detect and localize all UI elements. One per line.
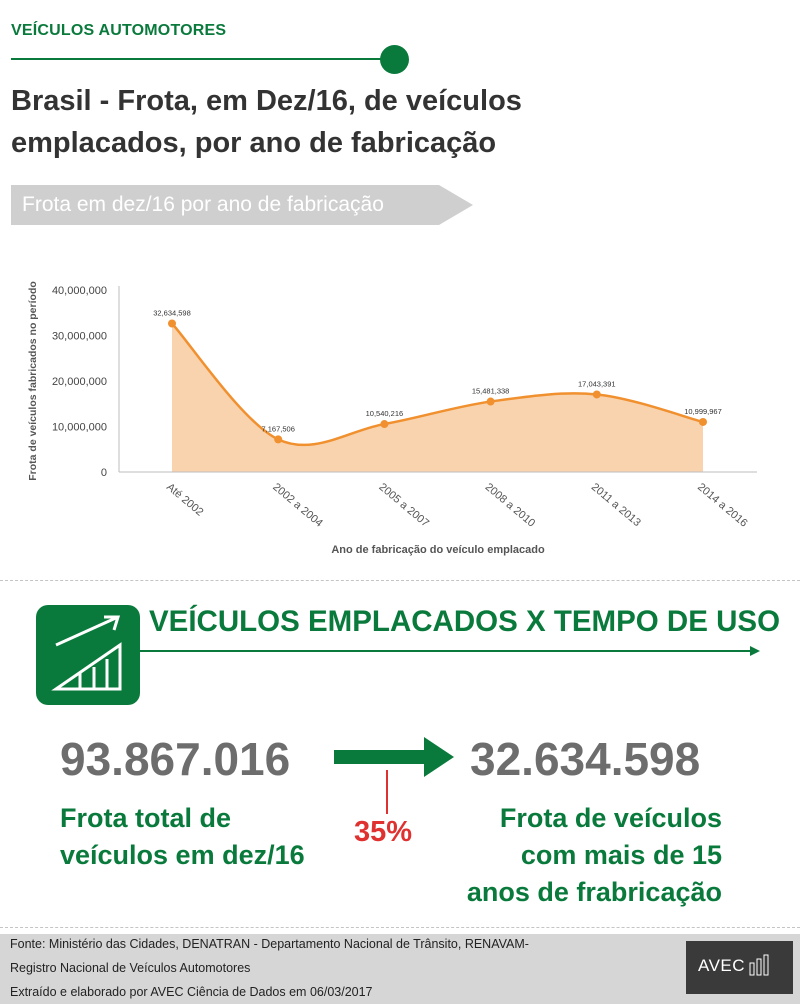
banner-label: Frota em dez/16 por ano de fabricação (22, 193, 384, 216)
x-tick-label: 2002 a 2004 (270, 481, 325, 530)
data-point (274, 435, 283, 444)
section-arrow (140, 646, 760, 656)
x-tick-label: 2011 a 2013 (589, 481, 643, 529)
y-tick-label: 40,000,000 (52, 285, 107, 297)
series-area (172, 323, 703, 472)
percent-connector (386, 770, 388, 814)
growth-chart-icon (36, 605, 140, 705)
section-title: VEÍCULOS EMPLACADOS X TEMPO DE USO (149, 605, 781, 638)
y-tick-label: 20,000,000 (52, 376, 107, 388)
y-axis-title: Frota de veículos fabricados no período (27, 281, 39, 481)
caption-line: anos de frabricação (466, 877, 722, 907)
bar-chart-logo-icon (749, 954, 769, 976)
section-kicker: VEÍCULOS AUTOMOTORES (11, 22, 227, 39)
banner-shape (11, 185, 473, 225)
y-tick-label: 10,000,000 (52, 422, 107, 434)
total-fleet-caption: Frota total de veículos em dez/16 (60, 800, 360, 874)
x-tick-label: 2014 a 2016 (695, 481, 750, 530)
caption-line: veículos em dez/16 (60, 840, 305, 870)
fleet-area-chart: 0 10,000,000 20,000,000 30,000,000 40,000,00… (27, 281, 757, 556)
credit-line: Extraído e elaborado por AVEC Ciência de… (10, 985, 373, 999)
data-point (592, 390, 601, 399)
data-label: 17,043,391 (578, 379, 616, 388)
data-label: 15,481,338 (472, 387, 510, 396)
x-tick-label: 2008 a 2010 (483, 481, 538, 530)
section-divider (0, 580, 800, 581)
data-label: 32,634,598 (153, 309, 191, 318)
kicker-dot (380, 45, 409, 74)
logo-text: AVEC (698, 956, 746, 975)
data-label: 10,999,967 (684, 407, 722, 416)
total-fleet-number: 93.867.016 (60, 733, 291, 785)
kicker-rule (11, 58, 383, 60)
caption-line: com mais de 15 (520, 840, 722, 870)
data-point (168, 319, 176, 328)
old-fleet-caption: Frota de veículos com mais de 15 anos de… (420, 800, 722, 911)
data-label: 7,167,506 (262, 424, 295, 433)
series-line (171, 322, 704, 447)
x-axis-title: Ano de fabricação do veículo emplacado (331, 544, 545, 556)
x-tick-label: Até 2002 (164, 481, 205, 519)
data-point (486, 397, 495, 406)
source-line-1: Fonte: Ministério das Cidades, DENATRAN … (10, 937, 529, 951)
percent-value: 35% (354, 816, 413, 848)
chart-banner: Frota em dez/16 por ano de fabricação (11, 185, 473, 225)
caption-line: Frota de veículos (499, 803, 722, 833)
footer-divider (0, 927, 800, 928)
caption-line: Frota total de (60, 803, 232, 833)
data-label: 10,540,216 (366, 409, 404, 418)
footer: Fonte: Ministério das Cidades, DENATRAN … (0, 934, 800, 1004)
page-title: Brasil - Frota, em Dez/16, de veículos e… (11, 85, 522, 159)
data-point (699, 417, 707, 426)
data-point (380, 420, 389, 429)
avec-logo: AVEC (686, 941, 793, 994)
y-tick-label: 30,000,000 (52, 331, 107, 343)
comparison-arrow (334, 737, 454, 777)
x-tick-label: 2005 a 2007 (376, 481, 431, 530)
source-line-2: Registro Nacional de Veículos Automotore… (10, 961, 251, 975)
y-tick-label: 0 (101, 467, 107, 479)
old-fleet-number: 32.634.598 (470, 733, 701, 785)
